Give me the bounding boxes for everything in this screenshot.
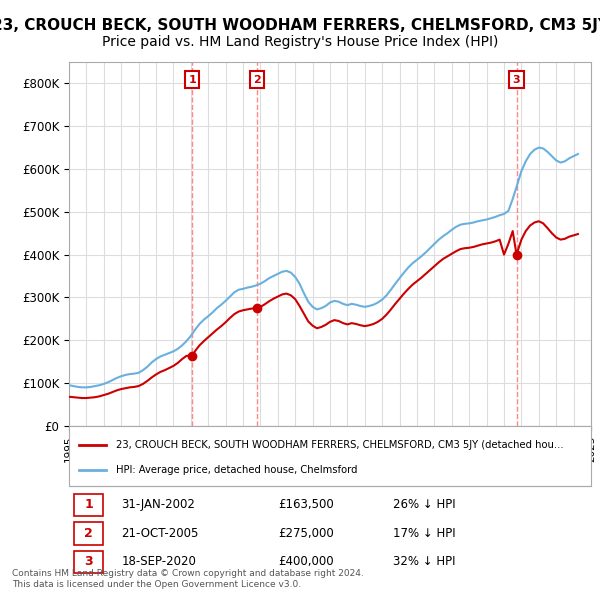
Text: 26% ↓ HPI: 26% ↓ HPI <box>392 499 455 512</box>
Text: 1: 1 <box>84 499 93 512</box>
Text: 2: 2 <box>84 527 93 540</box>
Bar <box>69 426 591 486</box>
Bar <box>74 551 103 573</box>
Bar <box>74 522 103 545</box>
Text: £400,000: £400,000 <box>278 555 334 568</box>
Text: 23, CROUCH BECK, SOUTH WOODHAM FERRERS, CHELMSFORD, CM3 5JY: 23, CROUCH BECK, SOUTH WOODHAM FERRERS, … <box>0 18 600 32</box>
Text: £163,500: £163,500 <box>278 499 334 512</box>
Text: 18-SEP-2020: 18-SEP-2020 <box>121 555 196 568</box>
Text: 1: 1 <box>188 75 196 85</box>
Text: 3: 3 <box>84 555 93 568</box>
Text: 31-JAN-2002: 31-JAN-2002 <box>121 499 195 512</box>
Text: £275,000: £275,000 <box>278 527 334 540</box>
Bar <box>74 494 103 516</box>
Text: 32% ↓ HPI: 32% ↓ HPI <box>392 555 455 568</box>
Text: Contains HM Land Registry data © Crown copyright and database right 2024.
This d: Contains HM Land Registry data © Crown c… <box>12 569 364 589</box>
Text: 3: 3 <box>513 75 520 85</box>
Text: 23, CROUCH BECK, SOUTH WOODHAM FERRERS, CHELMSFORD, CM3 5JY (detached hou...: 23, CROUCH BECK, SOUTH WOODHAM FERRERS, … <box>116 440 563 450</box>
Text: 21-OCT-2005: 21-OCT-2005 <box>121 527 199 540</box>
Text: 2: 2 <box>253 75 261 85</box>
Text: Price paid vs. HM Land Registry's House Price Index (HPI): Price paid vs. HM Land Registry's House … <box>102 35 498 50</box>
Text: HPI: Average price, detached house, Chelmsford: HPI: Average price, detached house, Chel… <box>116 465 358 475</box>
Text: 17% ↓ HPI: 17% ↓ HPI <box>392 527 455 540</box>
